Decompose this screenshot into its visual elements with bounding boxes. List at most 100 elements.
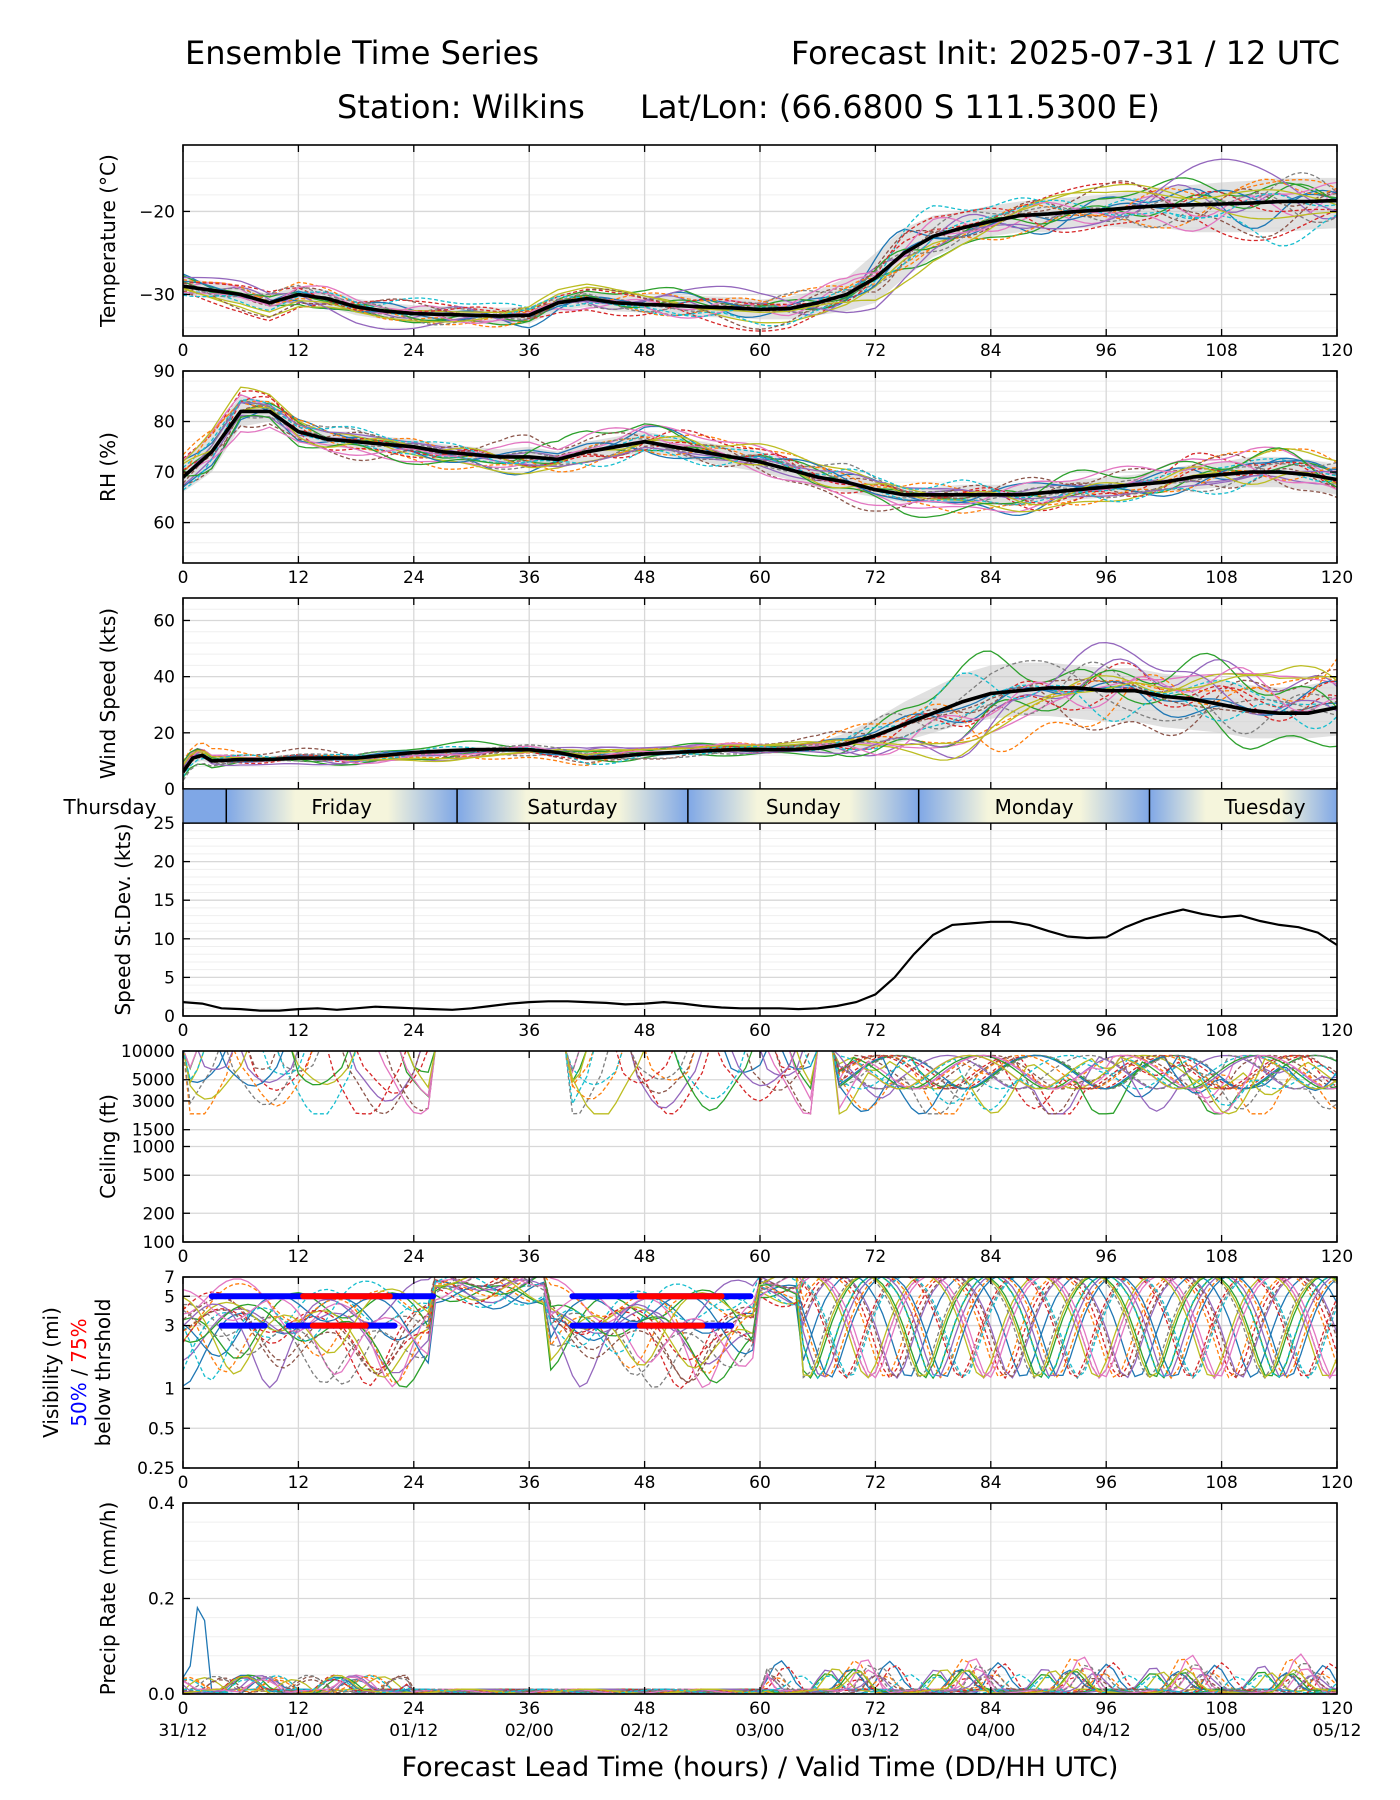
- day-label: Friday: [311, 795, 372, 819]
- y-tick-label: 0.5: [148, 1419, 175, 1439]
- x-tick-label: 48: [634, 568, 656, 588]
- x-tick-label: 60: [749, 1247, 771, 1267]
- ensemble-member-line: [183, 1663, 1337, 1694]
- x-tick-label: 12: [288, 568, 310, 588]
- day-label: Monday: [995, 795, 1074, 819]
- x-tick-label: 84: [980, 1699, 1002, 1719]
- ensemble-member-line: [183, 1277, 1336, 1389]
- ensemble-member-line: [183, 187, 1337, 329]
- x-tick-label: 48: [634, 1247, 656, 1267]
- plot-area: [183, 1277, 1337, 1390]
- ensemble-member-line: [276, 1051, 1337, 1115]
- x-tick-label: 48: [634, 1473, 656, 1493]
- x-tick-label: 120: [1321, 341, 1353, 361]
- valid-time-label: 03/12: [851, 1721, 900, 1741]
- plot-area: [183, 641, 1337, 781]
- x-tick-label: 24: [403, 341, 425, 361]
- y-tick-label: 10000: [121, 1042, 175, 1062]
- x-tick-label: 36: [518, 1021, 540, 1041]
- x-tick-label: 60: [749, 568, 771, 588]
- x-tick-label: 0: [178, 1473, 189, 1493]
- x-tick-label: 12: [288, 1247, 310, 1267]
- day-label: Tuesday: [1223, 795, 1306, 819]
- y-tick-label: 5000: [132, 1071, 175, 1091]
- y-tick-label: 1: [164, 1380, 175, 1400]
- x-tick-label: 84: [980, 1247, 1002, 1267]
- x-tick-label: 120: [1321, 1473, 1353, 1493]
- valid-time-label: 03/00: [736, 1721, 785, 1741]
- x-tick-label: 84: [980, 1473, 1002, 1493]
- x-tick-label: 60: [749, 1699, 771, 1719]
- y-tick-label: 90: [153, 362, 175, 382]
- x-tick-label: 108: [1205, 568, 1237, 588]
- ensemble-member-line: [197, 1051, 1337, 1112]
- day-band-segment: [687, 789, 919, 823]
- day-band-segment: [1149, 789, 1337, 823]
- day-band: Thursday Friday Saturday Sunday Monday Tuesda…: [63, 788, 1338, 824]
- x-tick-label: 24: [403, 1247, 425, 1267]
- x-tick-label: 24: [403, 1021, 425, 1041]
- y-tick-label: 70: [153, 463, 175, 483]
- y-tick-label: 100: [143, 1233, 175, 1253]
- x-tick-label: 72: [865, 341, 887, 361]
- x-tick-label: 24: [403, 1473, 425, 1493]
- ensemble-member-line: [183, 178, 1337, 328]
- x-tick-label: 0: [178, 568, 189, 588]
- ensemble-member-line: [183, 426, 1337, 507]
- x-tick-label: 108: [1205, 1699, 1237, 1719]
- valid-time-label: 02/00: [505, 1721, 554, 1741]
- day-label: Thursday: [63, 795, 157, 819]
- x-tick-label: 96: [1095, 1699, 1117, 1719]
- y-tick-label: 0: [164, 1007, 175, 1027]
- panel-2: 0 20 40 60 Wind Speed (kts): [96, 597, 1338, 800]
- ensemble-member-line: [183, 1674, 1337, 1694]
- x-tick-label: 60: [749, 1021, 771, 1041]
- day-label: Sunday: [766, 795, 841, 819]
- forecast-init-label: Forecast Init: 2025-07-31 / 12 UTC: [791, 34, 1340, 72]
- x-tick-label: 48: [634, 341, 656, 361]
- y-tick-label: 5: [164, 1287, 175, 1307]
- ensemble-member-line: [183, 1277, 1337, 1379]
- ensemble-member-line: [183, 158, 1337, 331]
- y-tick-label: 0: [164, 780, 175, 800]
- valid-time-label: 01/00: [274, 1721, 323, 1741]
- valid-time-label: 04/00: [966, 1721, 1015, 1741]
- y-tick-label: 25: [153, 814, 175, 834]
- y-tick-label: 3: [164, 1317, 175, 1337]
- y-axis-label: Speed St.Dev. (kts): [111, 823, 135, 1015]
- ensemble-member-line: [183, 423, 1337, 512]
- x-tick-label: 60: [749, 1473, 771, 1493]
- x-tick-label: 60: [749, 341, 771, 361]
- y-tick-label: 1500: [132, 1121, 175, 1141]
- valid-time-label: 04/12: [1082, 1721, 1131, 1741]
- day-label: Saturday: [527, 795, 617, 819]
- ensemble-member-line: [183, 390, 1337, 512]
- y-tick-label: 10: [153, 930, 175, 950]
- ensemble-mean-line: [183, 198, 1337, 318]
- ensemble-member-line: [183, 1277, 1337, 1388]
- y-tick-label: 40: [153, 668, 175, 688]
- panel-4: 0 12 24 36 48 60 72 84 96 108 120 100 200 500 10001500…: [96, 1042, 1353, 1267]
- y-tick-label: 1000: [132, 1138, 175, 1158]
- x-tick-label: 36: [518, 341, 540, 361]
- y-axis-label: Precip Rate (mm/h): [96, 1502, 120, 1696]
- x-tick-label: 0: [178, 341, 189, 361]
- y-tick-label: 20: [153, 853, 175, 873]
- ensemble-member-line: [247, 1051, 1337, 1115]
- y-axis-label: Visibility (mi): [39, 1307, 63, 1438]
- latlon-label: Lat/Lon: (66.6800 S 111.5300 E): [640, 88, 1160, 126]
- x-tick-label: 120: [1321, 568, 1353, 588]
- y-tick-label: 0.0: [148, 1685, 175, 1705]
- x-tick-label: 12: [288, 341, 310, 361]
- ensemble-spread-band: [183, 396, 1337, 505]
- ensemble-member-line: [183, 177, 1337, 326]
- ensemble-member-line: [240, 1051, 1337, 1115]
- y-axis-label: RH (%): [96, 432, 120, 502]
- valid-time-label: 02/12: [620, 1721, 669, 1741]
- y-axis-label: below thrshold: [91, 1299, 115, 1447]
- ensemble-member-line: [183, 401, 1337, 500]
- y-tick-label: 3000: [132, 1092, 175, 1112]
- x-tick-label: 72: [865, 568, 887, 588]
- x-tick-label: 36: [518, 1247, 540, 1267]
- x-tick-label: 0: [178, 1021, 189, 1041]
